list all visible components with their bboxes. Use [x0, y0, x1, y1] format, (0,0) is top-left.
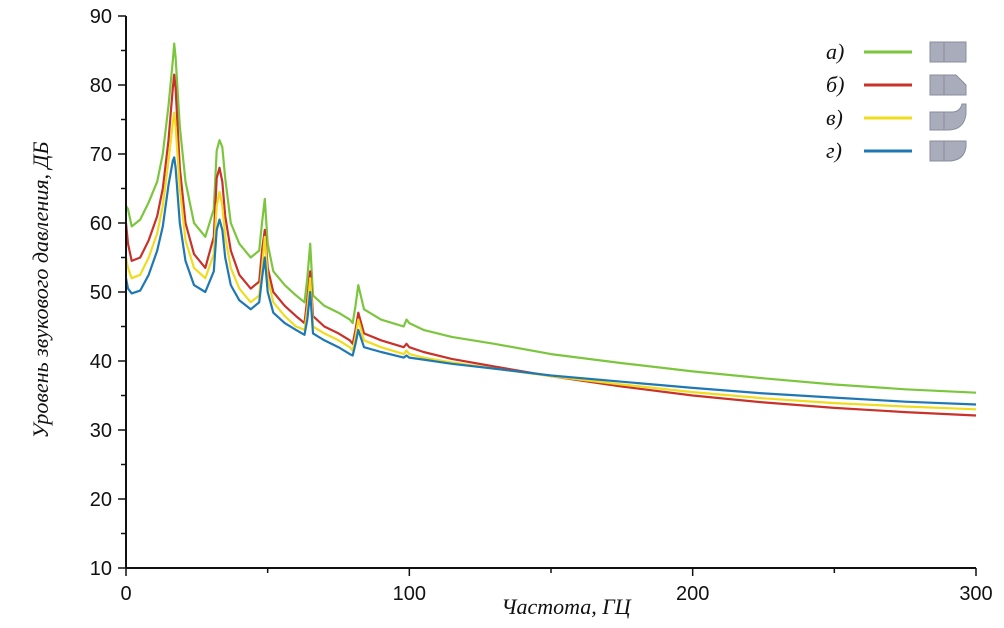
chamfered-pipe-icon	[929, 74, 967, 96]
y-tick-label: 60	[90, 213, 112, 235]
y-axis-title: Уровень звукового давления, ДБ	[28, 141, 53, 438]
y-tick-label: 10	[90, 558, 112, 580]
y-axis: 10 20 30 40 50 60 70 80 90	[90, 6, 127, 580]
legend-entry: в)	[826, 103, 967, 131]
series-line-4	[124, 156, 977, 406]
series-line-3	[124, 111, 977, 411]
y-tick-label: 20	[90, 489, 112, 511]
y-tick-label: 70	[90, 144, 112, 166]
series-line-1	[125, 42, 977, 394]
y-tick-label: 90	[90, 6, 112, 28]
series-line-2	[124, 73, 977, 417]
legend-entry: г)	[826, 138, 967, 163]
y-tick-label: 40	[90, 351, 112, 373]
legend-entry: б)	[826, 72, 967, 97]
legend: а) б) в) г)	[826, 39, 967, 163]
x-tick-label: 300	[959, 583, 992, 605]
x-axis-title: Частота, ГЦ	[501, 594, 631, 619]
x-tick-label: 100	[393, 583, 426, 605]
y-tick-label: 50	[90, 282, 112, 304]
legend-label: а)	[826, 39, 844, 64]
y-tick-label: 80	[90, 75, 112, 97]
straight-pipe-icon	[929, 41, 967, 63]
y-tick-label: 30	[90, 420, 112, 442]
legend-entry: а)	[826, 39, 967, 64]
x-tick-label: 200	[676, 583, 709, 605]
x-tick-label: 0	[120, 583, 131, 605]
plot-area	[124, 42, 977, 417]
curved-pipe-icon	[929, 140, 967, 162]
legend-label: б)	[826, 72, 844, 97]
elbow-pipe-icon	[929, 103, 967, 131]
x-axis: 0 100 200 300	[120, 567, 993, 605]
legend-label: в)	[826, 105, 843, 130]
legend-label: г)	[826, 138, 842, 163]
